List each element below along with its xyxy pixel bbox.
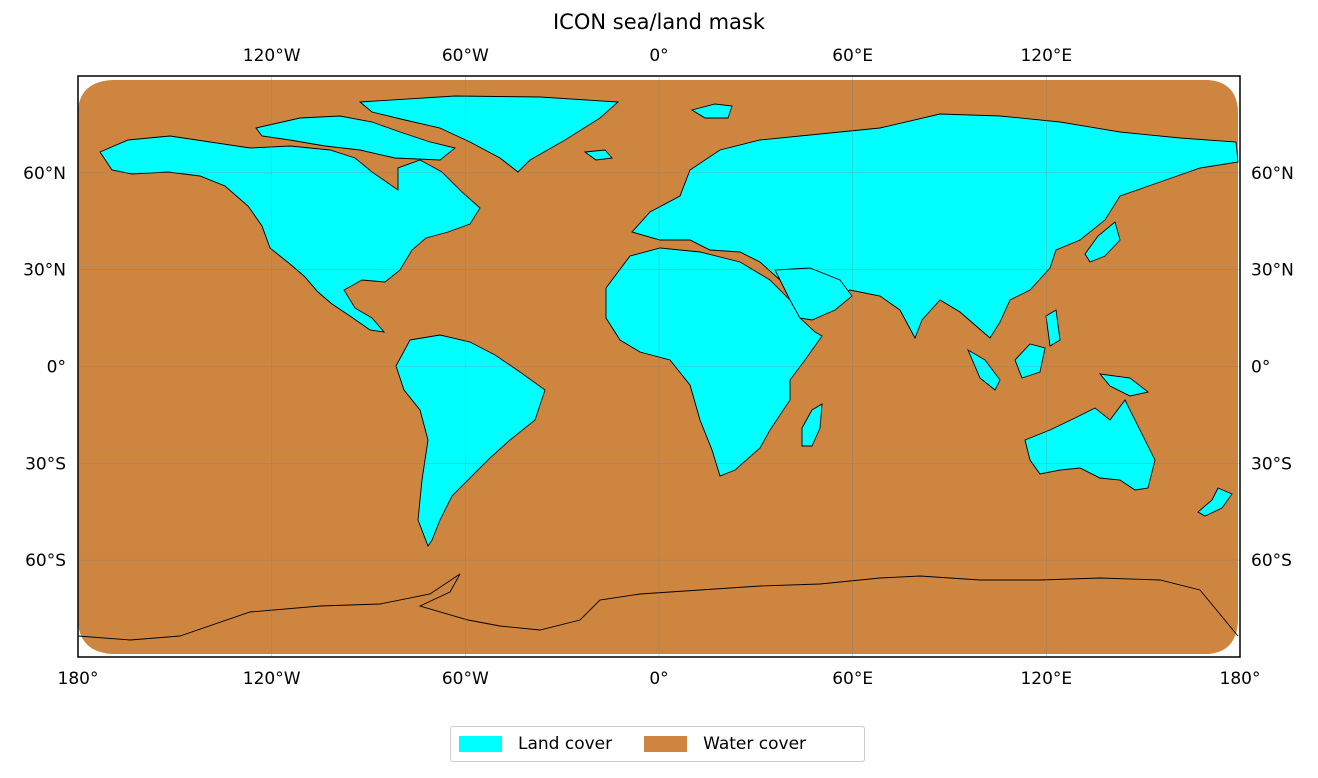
land-africa — [605, 247, 823, 477]
legend-swatch-land — [459, 736, 502, 752]
legend-swatch-water — [644, 736, 688, 752]
land-north-america — [99, 135, 481, 333]
land-australia — [1024, 399, 1156, 491]
lat-tick-label-left: 0° — [47, 358, 66, 378]
lat-tick-label-left: 60°N — [23, 164, 66, 184]
lon-tick-label-bottom: 60°W — [442, 669, 489, 689]
legend-item-water: Water cover — [644, 734, 806, 754]
land-arctic-islands — [255, 115, 456, 161]
lon-tick-label-top: 120°E — [1020, 46, 1072, 66]
gridlines — [78, 76, 1240, 657]
land-svalbard — [690, 103, 733, 119]
land-madagascar — [801, 403, 823, 447]
land-cover — [99, 95, 1239, 547]
antarctica-coastline — [78, 573, 1239, 641]
lon-tick-label-top: 120°W — [243, 46, 301, 66]
tick-labels: 180° 120°W 60°W 0° 60°E 120°E 180° 120°W 60°W 0° 6… — [23, 46, 1294, 689]
lon-tick-label-bottom: 120°E — [1020, 669, 1072, 689]
lon-tick-label-top: 60°E — [832, 46, 873, 66]
land-greenland — [358, 95, 620, 173]
lat-tick-label-right: 60°S — [1251, 551, 1292, 571]
land-philippines — [1045, 309, 1061, 347]
land-new-zealand — [1197, 487, 1233, 517]
legend-label-water: Water cover — [703, 734, 807, 754]
lat-tick-label-left: 60°S — [25, 551, 66, 571]
lat-tick-label-left: 30°S — [25, 454, 66, 474]
map-title: ICON sea/land mask — [552, 10, 766, 34]
land-iceland — [583, 149, 613, 161]
lon-tick-label-top: 60°W — [442, 46, 489, 66]
land-new-guinea — [1098, 373, 1150, 397]
lon-tick-label-bottom: 0° — [649, 669, 668, 689]
lat-tick-label-right: 0° — [1251, 358, 1270, 378]
map-layer — [78, 76, 1240, 657]
land-south-america — [395, 334, 546, 547]
map-frame — [77, 75, 1241, 658]
lon-tick-label-bottom: 180° — [58, 669, 99, 689]
legend-label-land: Land cover — [518, 734, 613, 754]
land-borneo — [1014, 343, 1046, 379]
lat-tick-label-right: 30°S — [1251, 454, 1292, 474]
lat-tick-label-right: 60°N — [1251, 164, 1294, 184]
land-arabia — [774, 267, 853, 321]
lon-tick-label-bottom: 180° — [1220, 669, 1261, 689]
land-japan — [1084, 221, 1121, 263]
land-sumatra — [967, 348, 1001, 391]
lon-tick-label-bottom: 60°E — [832, 669, 873, 689]
lon-tick-label-top: 0° — [649, 46, 668, 66]
legend: Land cover Water cover — [450, 726, 865, 762]
lat-tick-label-right: 30°N — [1251, 261, 1294, 281]
lon-tick-label-bottom: 120°W — [243, 669, 301, 689]
legend-item-land: Land cover — [459, 734, 612, 754]
lat-tick-label-left: 30°N — [23, 261, 66, 281]
